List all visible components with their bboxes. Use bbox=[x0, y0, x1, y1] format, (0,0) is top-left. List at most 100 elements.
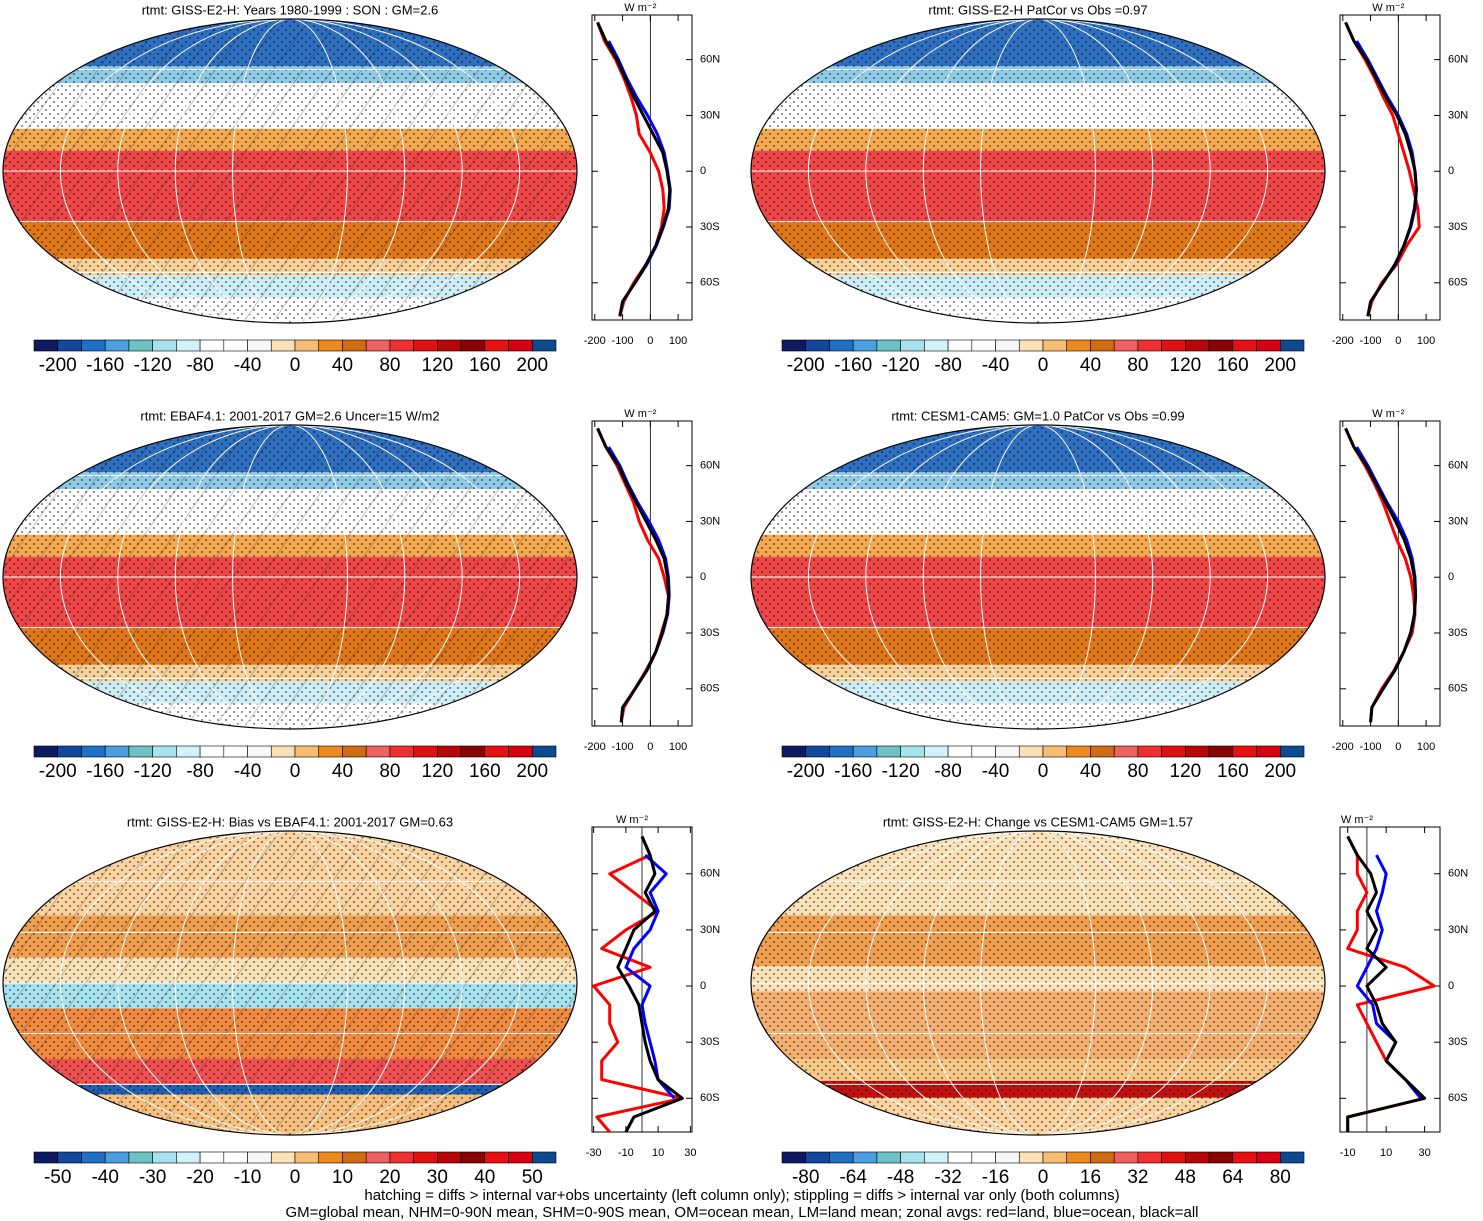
colorbar-box bbox=[437, 1151, 462, 1164]
colorbar-box bbox=[484, 339, 509, 352]
colorbar-label: -200 bbox=[39, 761, 77, 782]
panel-title: rtmt: GISS-E2-H: Change vs CESM1-CAM5 GM… bbox=[883, 814, 1193, 829]
colorbar-label: 120 bbox=[1170, 355, 1202, 376]
colorbar-label: 50 bbox=[522, 1167, 543, 1188]
colorbar-box bbox=[924, 745, 949, 758]
colorbar-box bbox=[152, 339, 177, 352]
colorbar-box bbox=[199, 339, 225, 352]
colorbar-box bbox=[508, 1151, 533, 1164]
zonal-plot: W m⁻² -200 -100 0 100 60N 30N 0 30S 60S bbox=[1332, 408, 1468, 753]
zonal-line bbox=[1344, 21, 1418, 317]
colorbar-label: -48 bbox=[887, 1167, 914, 1188]
colorbar-label: 40 bbox=[1080, 761, 1101, 782]
colorbar-box bbox=[270, 1151, 296, 1164]
zonal-frame bbox=[591, 420, 693, 727]
colorbar-box bbox=[342, 745, 367, 758]
x-tick-label: 0 bbox=[647, 741, 653, 753]
colorbar-label: 32 bbox=[1127, 1167, 1148, 1188]
colorbar-label: -200 bbox=[787, 355, 825, 376]
colorbar-box bbox=[995, 745, 1020, 758]
zonal-line bbox=[596, 21, 666, 317]
graticule bbox=[922, 831, 1154, 1135]
colorbar-box bbox=[781, 339, 807, 352]
colorbar-box bbox=[1042, 745, 1068, 758]
panel-title: rtmt: GISS-E2-H PatCor vs Obs =0.97 bbox=[928, 2, 1147, 17]
y-tick-label: 60S bbox=[1448, 1092, 1468, 1104]
colorbar-box bbox=[1066, 1151, 1091, 1164]
colorbar-label: -40 bbox=[234, 761, 261, 782]
colorbar-label: -120 bbox=[882, 355, 920, 376]
colorbar-label: 16 bbox=[1080, 1167, 1101, 1188]
zonal-line bbox=[624, 853, 676, 1100]
colorbar-box bbox=[1279, 339, 1305, 352]
graticule bbox=[174, 831, 406, 1135]
colorbar-label: 200 bbox=[1264, 355, 1296, 376]
graticule bbox=[232, 425, 348, 729]
panel-title: rtmt: GISS-E2-H: Years 1980-1999 : SON :… bbox=[142, 2, 439, 17]
graticule bbox=[117, 831, 463, 1135]
colorbar-box bbox=[270, 339, 296, 352]
colorbar-label: -80 bbox=[186, 761, 213, 782]
y-tick-label: 60S bbox=[700, 277, 720, 289]
y-tick-label: 60N bbox=[1448, 54, 1468, 66]
colorbar-label: 0 bbox=[290, 761, 301, 782]
zonal-frame bbox=[1339, 420, 1441, 727]
x-tick-label: -10 bbox=[618, 1147, 634, 1159]
graticule bbox=[980, 19, 1096, 323]
colorbar-box bbox=[995, 1151, 1020, 1164]
colorbar-box bbox=[57, 745, 82, 758]
map bbox=[3, 425, 577, 729]
x-tick-label: 0 bbox=[647, 335, 653, 347]
colorbar-box bbox=[318, 339, 343, 352]
colorbar-box bbox=[104, 339, 130, 352]
x-tick-label: 30 bbox=[684, 1147, 696, 1159]
colorbar-box bbox=[1066, 745, 1091, 758]
zonal-plot: W m⁻² -30 -10 10 30 60N 30N 0 30S 60S bbox=[586, 814, 721, 1159]
colorbar-box bbox=[852, 1151, 878, 1164]
colorbar-box bbox=[531, 339, 557, 352]
colorbar-label: -40 bbox=[91, 1167, 118, 1188]
colorbar-box bbox=[152, 1151, 177, 1164]
stippling bbox=[751, 425, 1325, 729]
colorbar-box bbox=[294, 1151, 320, 1164]
x-tick-label: 10 bbox=[652, 1147, 664, 1159]
map bbox=[3, 19, 577, 323]
colorbar-label: -50 bbox=[44, 1167, 71, 1188]
map bbox=[751, 831, 1325, 1135]
colorbar-label: -40 bbox=[982, 355, 1009, 376]
x-tick-label: -30 bbox=[586, 1147, 602, 1159]
colorbar-box bbox=[437, 339, 462, 352]
colorbar-box bbox=[1232, 339, 1257, 352]
colorbar-label: 40 bbox=[332, 355, 353, 376]
zonal-frame bbox=[1339, 826, 1441, 1133]
colorbar-box bbox=[247, 339, 272, 352]
colorbar-box bbox=[413, 1151, 438, 1164]
colorbar-label: -160 bbox=[86, 355, 124, 376]
colorbar-box bbox=[1161, 745, 1186, 758]
unit-label: W m⁻² bbox=[1341, 814, 1373, 826]
colorbar-label: 20 bbox=[379, 1167, 400, 1188]
colorbar-label: -80 bbox=[792, 1167, 819, 1188]
y-tick-label: 60S bbox=[700, 683, 720, 695]
zonal-plot: W m⁻² -200 -100 0 100 60N 30N 0 30S 60S bbox=[584, 2, 720, 347]
x-tick-label: 100 bbox=[1417, 741, 1435, 753]
graticule bbox=[807, 425, 1269, 729]
unit-label: W m⁻² bbox=[616, 814, 648, 826]
colorbar-label: 200 bbox=[516, 761, 548, 782]
map bbox=[751, 425, 1325, 729]
graticule bbox=[922, 19, 1154, 323]
stippling bbox=[751, 19, 1325, 323]
colorbar-box bbox=[1018, 745, 1044, 758]
colorbar-box bbox=[1066, 339, 1091, 352]
colorbar-box bbox=[294, 339, 320, 352]
colorbar-box bbox=[176, 1151, 201, 1164]
y-tick-label: 30N bbox=[1448, 109, 1468, 121]
y-tick-label: 60N bbox=[1448, 868, 1468, 880]
hatching bbox=[3, 425, 577, 729]
colorbar-box bbox=[1090, 339, 1115, 352]
zonal-line bbox=[1344, 427, 1418, 723]
panel: rtmt: GISS-E2-H PatCor vs Obs =0.97 -200 -… bbox=[750, 2, 1468, 376]
graticule bbox=[174, 19, 406, 323]
zonal-line bbox=[1346, 835, 1436, 1132]
